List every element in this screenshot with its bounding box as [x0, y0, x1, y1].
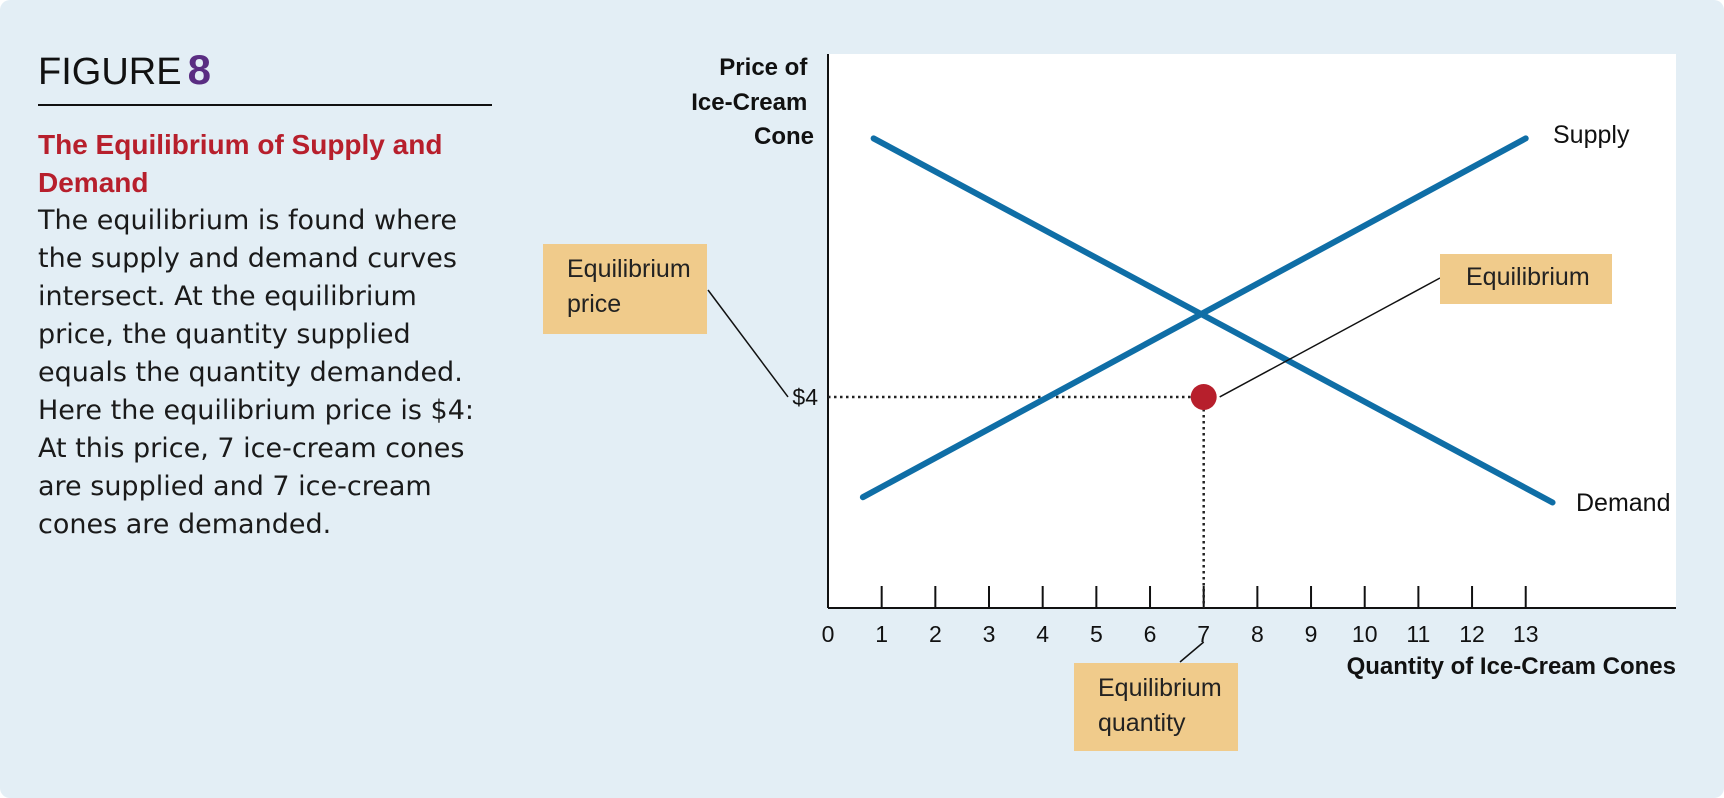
equilibrium-price-annotation: Equilibrium price [543, 244, 707, 334]
x-tick-label-13: 13 [1513, 621, 1539, 647]
x-axis-tick-labels: 0 1 2 3 4 5 6 7 8 9 10 11 12 13 [822, 621, 1539, 647]
supply-curve [859, 135, 1529, 501]
x-axis-title: Quantity of Ice-Cream Cones [1347, 653, 1676, 680]
equilibrium-point-annotation-text: Equilibrium [1466, 263, 1590, 291]
x-tick-label-3: 3 [983, 621, 996, 647]
equilibrium-quantity-annotation: Equilibrium quantity [1074, 663, 1238, 751]
figure-title: The Equilibrium of Supply and Demand [38, 129, 443, 198]
equilibrium-price-annotation-text: Equilibrium price [567, 255, 691, 318]
price-annotation-leader [707, 289, 789, 398]
x-tick-label-0: 0 [822, 621, 835, 647]
equilibrium-point-annotation: Equilibrium [1440, 254, 1612, 304]
equilibrium-quantity-annotation-text: Equilibrium quantity [1098, 674, 1222, 737]
y-axis-title: Price of Ice-Cream Cone [691, 54, 814, 150]
figure-label: FIGURE [38, 51, 182, 93]
demand-curve-label: Demand [1576, 489, 1671, 517]
y-axis-title-line-1: Price of [719, 54, 808, 81]
figure-heading: FIGURE 8 [38, 46, 211, 94]
x-tick-label-2: 2 [929, 621, 942, 647]
x-tick-label-5: 5 [1090, 621, 1103, 647]
x-tick-label-4: 4 [1036, 621, 1049, 647]
equilibrium-price-label: $4 [792, 384, 818, 410]
figure-number: 8 [187, 46, 211, 93]
y-axis-title-line-2: Ice-Cream [691, 89, 807, 116]
x-tick-label-12: 12 [1459, 621, 1485, 647]
point-annotation-leader [1219, 277, 1441, 398]
x-tick-label-10: 10 [1352, 621, 1378, 647]
x-tick-label-9: 9 [1305, 621, 1318, 647]
figure-caption: The equilibrium is found where the suppl… [38, 205, 474, 540]
supply-curve-label: Supply [1553, 121, 1630, 149]
heading-divider [38, 104, 492, 106]
x-tick-label-11: 11 [1406, 621, 1430, 647]
equilibrium-point [1190, 383, 1217, 410]
y-axis-title-line-3: Cone [754, 123, 814, 150]
x-tick-label-8: 8 [1251, 621, 1264, 647]
x-tick-label-6: 6 [1144, 621, 1157, 647]
plot-area [828, 54, 1676, 608]
x-tick-label-1: 1 [875, 621, 888, 647]
x-tick-label-7: 7 [1197, 621, 1210, 647]
demand-curve [870, 135, 1556, 506]
quantity-annotation-leader [1179, 641, 1205, 663]
